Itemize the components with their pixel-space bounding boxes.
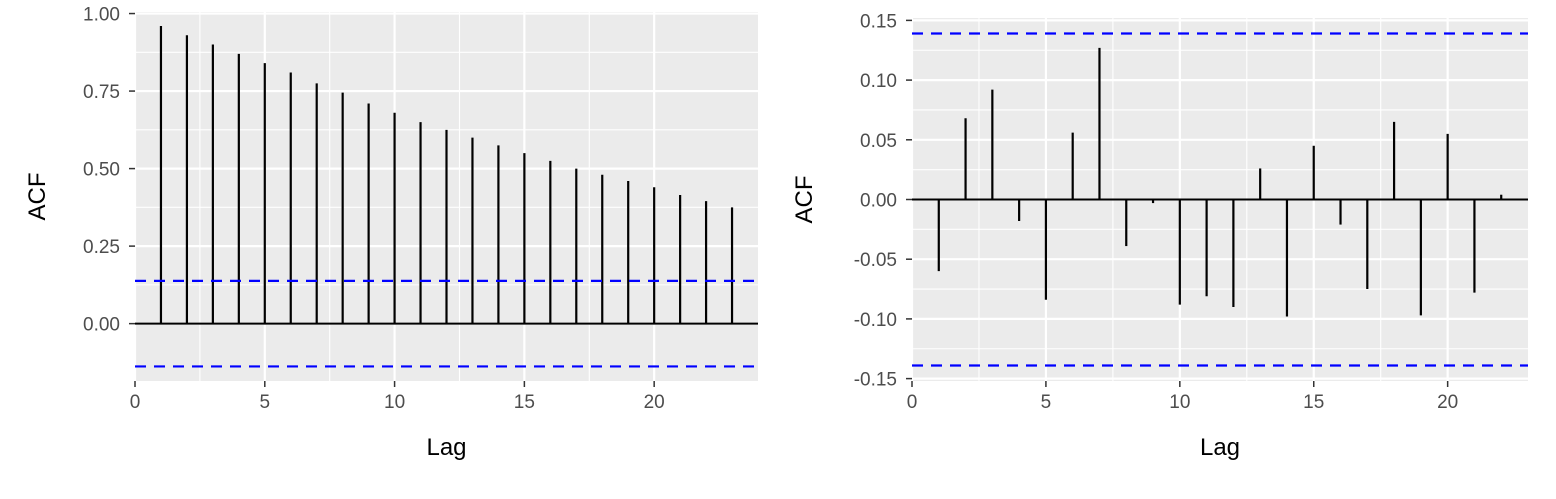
acf-panel-2: -0.15 -0.10 -0.05 0.00 0.05 0.10 0.15 0 5 10 15 20 L… <box>791 11 1528 461</box>
y-tick-label: -0.15 <box>854 370 897 391</box>
x-tick-label: 20 <box>1437 392 1458 413</box>
y-axis-title: ACF <box>791 176 818 224</box>
acf-panel-1: 0.00 0.25 0.50 0.75 1.00 0 5 10 15 20 Lag ACF <box>24 5 758 461</box>
x-tick-label: 20 <box>644 392 665 413</box>
y-tick-label: -0.10 <box>854 310 897 331</box>
y-tick-label: 0.75 <box>83 82 120 103</box>
y-tick-label: 0.25 <box>83 237 120 258</box>
x-tick-label: 5 <box>260 392 271 413</box>
y-tick-label: 0.15 <box>860 11 897 32</box>
y-tick-label: 0.50 <box>83 160 120 181</box>
x-axis-title: Lag <box>1200 434 1240 461</box>
x-tick-label: 15 <box>1303 392 1324 413</box>
x-tick-label: 15 <box>514 392 535 413</box>
y-tick-label: 0.05 <box>860 131 897 152</box>
x-tick-label: 10 <box>384 392 405 413</box>
y-tick-label: 1.00 <box>83 5 120 26</box>
y-tick-label: 0.10 <box>860 71 897 92</box>
y-tick-label: 0.00 <box>83 315 120 336</box>
y-tick-label: 0.00 <box>860 191 897 212</box>
x-tick-label: 0 <box>130 392 141 413</box>
x-tick-label: 5 <box>1041 392 1052 413</box>
x-axis-title: Lag <box>426 434 466 461</box>
y-tick-label: -0.05 <box>854 250 897 271</box>
x-tick-label: 10 <box>1169 392 1190 413</box>
x-tick-label: 0 <box>907 392 918 413</box>
y-axis-title: ACF <box>24 173 51 221</box>
